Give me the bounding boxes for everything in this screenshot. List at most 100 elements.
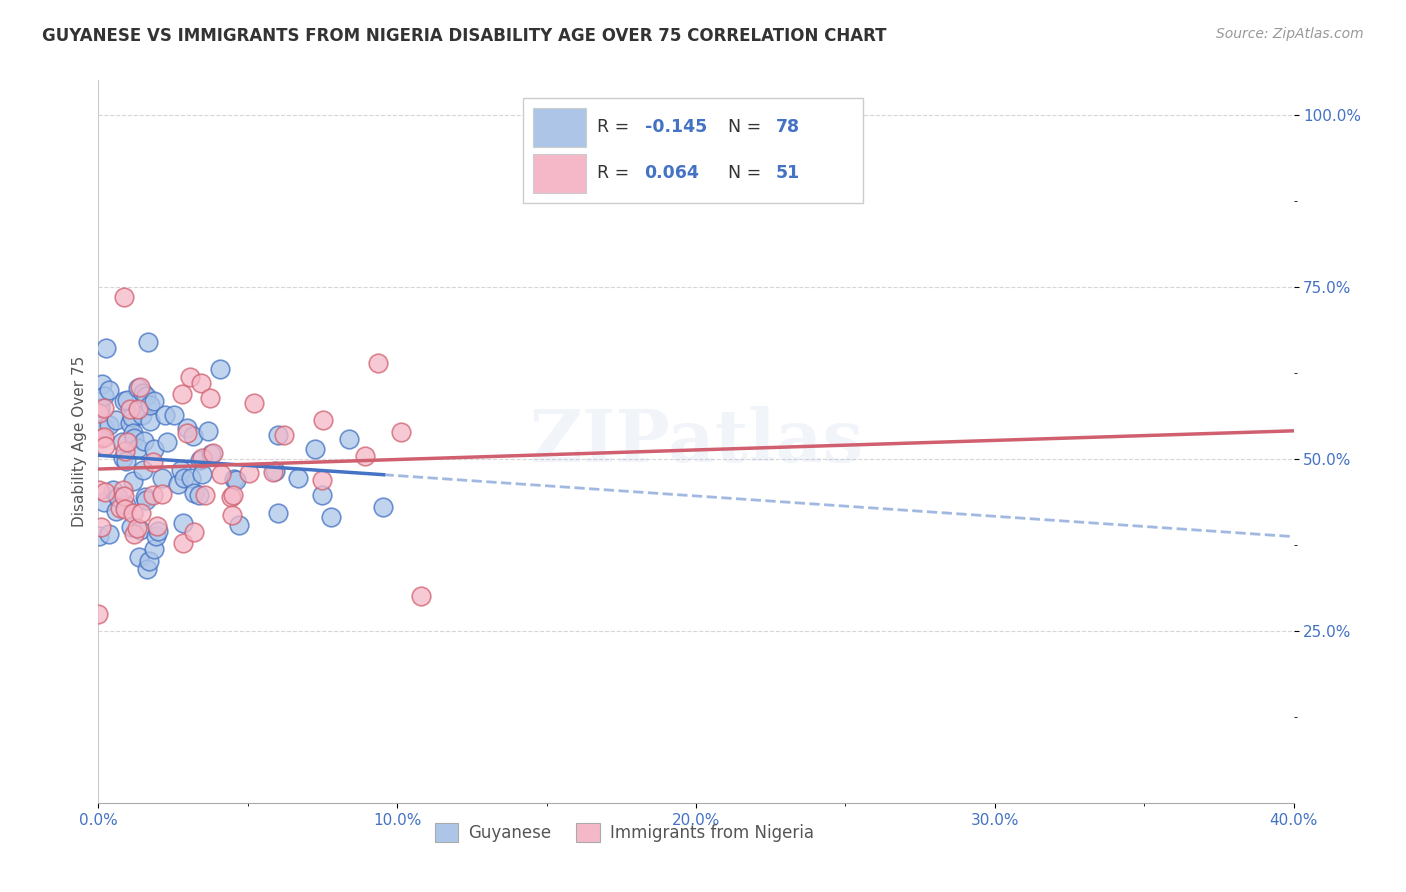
Point bbox=[89, 406, 111, 420]
Point bbox=[273, 427, 295, 442]
Point bbox=[122, 431, 145, 445]
Point bbox=[93, 485, 115, 500]
Point bbox=[107, 490, 129, 504]
Point bbox=[228, 517, 250, 532]
Point bbox=[225, 473, 247, 487]
Text: GUYANESE VS IMMIGRANTS FROM NIGERIA DISABILITY AGE OVER 75 CORRELATION CHART: GUYANESE VS IMMIGRANTS FROM NIGERIA DISA… bbox=[42, 27, 887, 45]
Point bbox=[93, 389, 115, 403]
Point bbox=[111, 435, 134, 450]
Point bbox=[354, 449, 377, 463]
Point bbox=[122, 526, 145, 541]
Point bbox=[104, 413, 127, 427]
Point bbox=[94, 440, 117, 454]
Point bbox=[135, 389, 157, 403]
Text: N =: N = bbox=[728, 164, 762, 182]
FancyBboxPatch shape bbox=[523, 98, 863, 203]
Point bbox=[115, 393, 138, 408]
Point bbox=[221, 508, 243, 522]
Point bbox=[146, 519, 169, 533]
Point bbox=[120, 402, 142, 417]
Point bbox=[98, 417, 121, 432]
Point bbox=[139, 398, 162, 412]
Point bbox=[211, 467, 233, 481]
Point bbox=[135, 562, 157, 576]
Point bbox=[136, 335, 159, 350]
Point bbox=[114, 501, 136, 516]
Point bbox=[93, 494, 115, 508]
Point bbox=[145, 529, 167, 543]
Point bbox=[172, 536, 194, 550]
Point bbox=[93, 421, 115, 435]
Point bbox=[132, 385, 155, 400]
Point bbox=[238, 466, 260, 480]
Point bbox=[138, 554, 160, 568]
Point bbox=[389, 425, 412, 439]
Point bbox=[94, 342, 117, 356]
Point bbox=[150, 487, 173, 501]
Point bbox=[129, 524, 152, 538]
Text: -0.145: -0.145 bbox=[644, 119, 707, 136]
Point bbox=[170, 387, 193, 401]
Point bbox=[311, 473, 333, 487]
Point bbox=[191, 467, 214, 481]
Point bbox=[111, 483, 134, 498]
Point bbox=[98, 383, 121, 397]
Point bbox=[156, 434, 179, 449]
Point bbox=[122, 506, 145, 520]
Point bbox=[142, 488, 165, 502]
Point bbox=[142, 393, 165, 408]
Point bbox=[287, 471, 309, 485]
Point bbox=[91, 376, 114, 391]
Point bbox=[262, 466, 284, 480]
Point bbox=[222, 488, 245, 502]
Text: 0.064: 0.064 bbox=[644, 164, 699, 182]
FancyBboxPatch shape bbox=[533, 154, 586, 193]
Point bbox=[219, 490, 242, 504]
Point bbox=[266, 427, 288, 442]
Point bbox=[190, 376, 212, 390]
Point bbox=[125, 521, 148, 535]
Point bbox=[146, 524, 169, 539]
Point bbox=[188, 488, 211, 502]
Point bbox=[115, 498, 138, 512]
Point bbox=[139, 414, 162, 428]
Point bbox=[319, 509, 342, 524]
Point bbox=[181, 428, 204, 442]
Point bbox=[155, 408, 177, 422]
Text: 78: 78 bbox=[776, 119, 800, 136]
Point bbox=[114, 443, 136, 458]
Point bbox=[167, 477, 190, 491]
Point bbox=[87, 528, 110, 542]
Point bbox=[180, 471, 202, 485]
Point bbox=[90, 520, 112, 534]
Point bbox=[134, 434, 156, 448]
Point bbox=[128, 549, 150, 564]
Point bbox=[142, 442, 165, 456]
Point bbox=[367, 356, 389, 370]
Text: N =: N = bbox=[728, 119, 762, 136]
Point bbox=[150, 471, 173, 485]
Point bbox=[122, 474, 145, 488]
Point bbox=[170, 463, 193, 477]
Point bbox=[103, 483, 125, 497]
Point bbox=[373, 500, 395, 514]
Point bbox=[115, 453, 138, 467]
Point bbox=[162, 408, 184, 422]
Point bbox=[129, 380, 152, 394]
Y-axis label: Disability Age Over 75: Disability Age Over 75 bbox=[72, 356, 87, 527]
Point bbox=[127, 381, 149, 395]
Point bbox=[121, 410, 143, 425]
Point bbox=[197, 424, 219, 438]
Point bbox=[129, 506, 152, 520]
Point bbox=[142, 455, 165, 469]
Point bbox=[188, 453, 211, 467]
Point bbox=[202, 445, 225, 459]
Point bbox=[243, 396, 266, 410]
Text: ZIPatlas: ZIPatlas bbox=[529, 406, 863, 477]
Point bbox=[111, 450, 134, 465]
Text: R =: R = bbox=[596, 164, 628, 182]
Point bbox=[97, 526, 120, 541]
Point bbox=[107, 491, 129, 505]
Point bbox=[209, 362, 232, 376]
Point bbox=[304, 442, 326, 456]
